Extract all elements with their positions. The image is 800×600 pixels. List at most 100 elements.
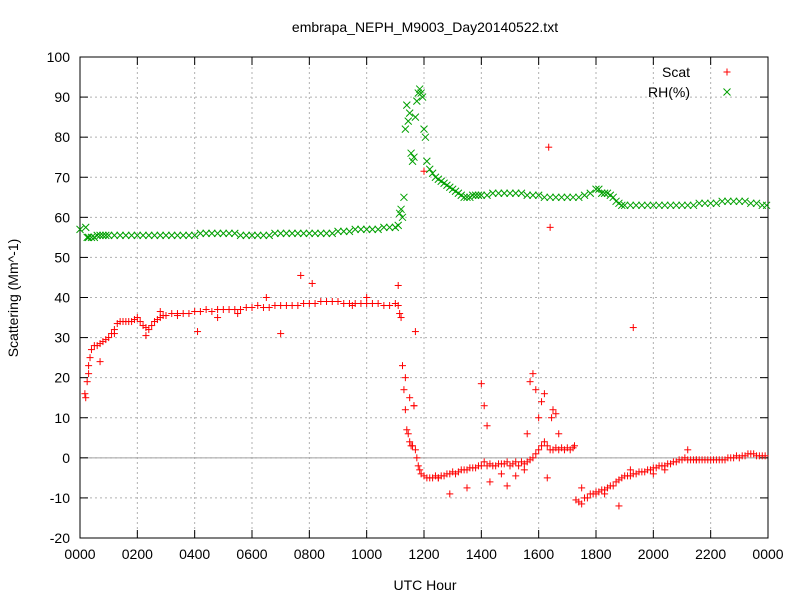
rh-data-point [398, 213, 407, 222]
rh-data-point [101, 231, 110, 240]
rh-data-point [242, 231, 251, 240]
x-tick-label: 0600 [236, 546, 267, 562]
rh-data-point [500, 189, 509, 198]
rh-data-point [529, 191, 537, 200]
rh-data-point [534, 191, 543, 200]
rh-data-point [173, 231, 182, 240]
scat-data-point [629, 324, 637, 332]
rh-data-point [712, 199, 721, 208]
rh-data-point [127, 231, 136, 240]
scat-data-point [401, 374, 409, 382]
scat-data-point [523, 430, 531, 438]
scat-data-point [105, 334, 113, 342]
scat-data-point [532, 450, 540, 458]
scat-data-point [463, 484, 471, 492]
rh-data-point [506, 189, 514, 198]
rh-data-point [345, 227, 354, 236]
rh-data-point [196, 229, 205, 238]
rh-data-point [423, 157, 431, 166]
scat-data-point [96, 358, 104, 366]
x-tick-label: 2200 [695, 546, 726, 562]
y-tick-label: 30 [54, 330, 70, 346]
scat-data-point [86, 354, 94, 362]
rh-data-point [122, 231, 130, 240]
rh-data-point [735, 197, 744, 206]
scat-data-point [404, 430, 412, 438]
scat-data-point [406, 394, 414, 402]
y-tick-label: 50 [54, 249, 70, 265]
scat-data-point [434, 474, 442, 482]
scat-data-point [248, 304, 256, 312]
rh-data-point [672, 201, 681, 210]
x-tick-label: 0400 [179, 546, 210, 562]
rh-data-point [316, 229, 325, 238]
scat-data-point [254, 302, 262, 310]
scat-data-point [411, 328, 419, 336]
scat-data-point [374, 300, 382, 308]
scat-data-point [394, 302, 402, 310]
scat-data-point [397, 314, 405, 322]
rh-data-point [282, 229, 291, 238]
rh-data-point [185, 231, 193, 240]
scat-data-point [363, 294, 371, 301]
y-tick-label: 10 [54, 410, 70, 426]
scat-data-point [136, 318, 144, 326]
scat-data-point [477, 380, 485, 388]
scat-data-point [497, 470, 505, 478]
scat-data-point [446, 490, 454, 498]
x-tick-label: 1000 [351, 546, 382, 562]
rh-data-point [104, 231, 113, 240]
scat-data-point [601, 490, 609, 498]
scat-data-point [196, 308, 204, 316]
rh-data-point [208, 229, 216, 238]
rh-data-point [408, 157, 417, 166]
rh-data-point [695, 199, 704, 208]
y-tick-label: 100 [47, 49, 71, 65]
rh-data-point [397, 205, 405, 214]
scat-data-point [185, 310, 193, 318]
scat-data-point [237, 306, 245, 314]
rh-data-point [271, 229, 279, 238]
rh-data-point [394, 221, 403, 230]
data-points [76, 85, 771, 510]
x-tick-label: 1400 [466, 546, 497, 562]
rh-data-point [265, 231, 274, 240]
x-tick-label: 2000 [638, 546, 669, 562]
rh-data-point [230, 229, 239, 238]
scat-data-point [194, 328, 202, 336]
x-tick-label: 1800 [580, 546, 611, 562]
rh-data-point [380, 223, 388, 232]
rh-data-point [248, 231, 256, 240]
rh-data-point [213, 229, 222, 238]
rh-data-point [87, 233, 96, 242]
scat-data-point [420, 167, 428, 175]
rh-data-point [311, 229, 319, 238]
scat-data-point [394, 281, 402, 289]
y-axis-label: Scattering (Mm^-1) [5, 239, 21, 358]
rh-data-point [552, 193, 560, 202]
rh-data-point [219, 229, 228, 238]
rh-data-point [400, 193, 408, 202]
scat-data-point [311, 300, 319, 308]
rh-data-point [99, 231, 107, 240]
chart-title: embrapa_NEPH_M9003_Day20140522.txt [292, 19, 558, 35]
x-tick-label: 0200 [122, 546, 153, 562]
scat-data-point [548, 414, 556, 422]
rh-data-point [595, 185, 603, 194]
scat-data-point [214, 314, 222, 322]
scat-data-point [592, 490, 600, 498]
rh-data-point [339, 227, 348, 236]
scat-data-point [609, 482, 617, 490]
rh-data-point [334, 227, 342, 236]
scat-data-point [529, 370, 537, 378]
rh-data-point [404, 117, 413, 125]
rh-data-point [574, 193, 583, 202]
scat-data-point [545, 143, 553, 151]
y-tick-label: 70 [54, 169, 70, 185]
scat-data-point [82, 394, 90, 402]
rh-data-point [374, 225, 382, 234]
legend-label: Scat [662, 64, 690, 80]
rh-data-point [477, 191, 486, 200]
rh-data-point [362, 225, 371, 234]
